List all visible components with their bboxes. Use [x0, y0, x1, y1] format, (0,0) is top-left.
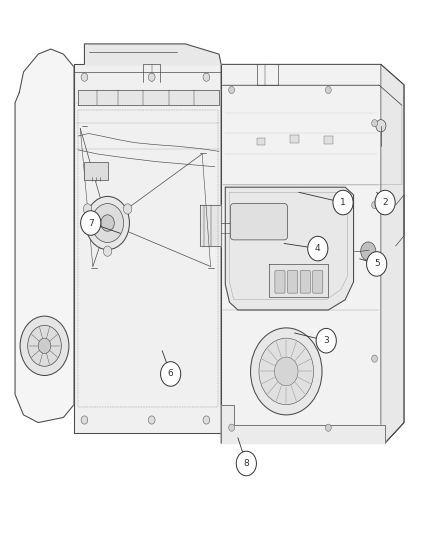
Circle shape	[148, 73, 155, 81]
FancyBboxPatch shape	[313, 271, 323, 293]
Polygon shape	[381, 64, 404, 443]
Circle shape	[124, 204, 132, 214]
Bar	[257, 138, 265, 145]
Circle shape	[325, 424, 331, 431]
Circle shape	[251, 328, 322, 415]
Polygon shape	[200, 205, 221, 246]
Circle shape	[376, 119, 386, 132]
Circle shape	[38, 338, 51, 353]
Polygon shape	[225, 187, 353, 310]
Circle shape	[20, 316, 69, 375]
Circle shape	[203, 73, 210, 81]
Circle shape	[371, 355, 378, 362]
Circle shape	[81, 73, 88, 81]
FancyBboxPatch shape	[300, 271, 310, 293]
Polygon shape	[74, 64, 221, 433]
Circle shape	[229, 424, 235, 431]
Polygon shape	[221, 405, 385, 443]
Text: 2: 2	[382, 198, 388, 207]
Text: 8: 8	[244, 459, 249, 468]
FancyBboxPatch shape	[230, 204, 287, 240]
Text: 4: 4	[315, 244, 321, 253]
FancyBboxPatch shape	[275, 271, 285, 293]
Text: 6: 6	[168, 369, 173, 378]
Circle shape	[375, 190, 395, 215]
Circle shape	[361, 242, 376, 260]
Circle shape	[371, 119, 378, 127]
Circle shape	[333, 190, 353, 215]
Circle shape	[367, 252, 387, 276]
Text: 5: 5	[374, 260, 380, 269]
Circle shape	[92, 204, 124, 243]
Polygon shape	[78, 90, 219, 106]
Bar	[290, 135, 299, 143]
Circle shape	[203, 416, 210, 424]
Bar	[324, 136, 332, 144]
Circle shape	[101, 215, 114, 231]
Polygon shape	[221, 64, 404, 443]
Circle shape	[308, 236, 328, 261]
Circle shape	[28, 325, 61, 366]
Text: 7: 7	[88, 219, 94, 228]
FancyBboxPatch shape	[287, 271, 298, 293]
Polygon shape	[85, 44, 221, 64]
Circle shape	[148, 416, 155, 424]
Circle shape	[236, 451, 256, 476]
Text: 1: 1	[340, 198, 346, 207]
Circle shape	[83, 204, 92, 214]
Polygon shape	[15, 49, 74, 423]
Circle shape	[259, 338, 314, 405]
Circle shape	[275, 357, 298, 386]
Circle shape	[371, 201, 378, 209]
Circle shape	[81, 416, 88, 424]
Circle shape	[161, 362, 181, 386]
Text: 3: 3	[323, 336, 329, 345]
Polygon shape	[269, 264, 328, 297]
Circle shape	[81, 211, 101, 235]
Circle shape	[103, 246, 112, 256]
Circle shape	[86, 196, 130, 249]
Circle shape	[316, 328, 336, 353]
Circle shape	[229, 86, 235, 94]
FancyBboxPatch shape	[85, 161, 108, 180]
Circle shape	[325, 86, 331, 94]
